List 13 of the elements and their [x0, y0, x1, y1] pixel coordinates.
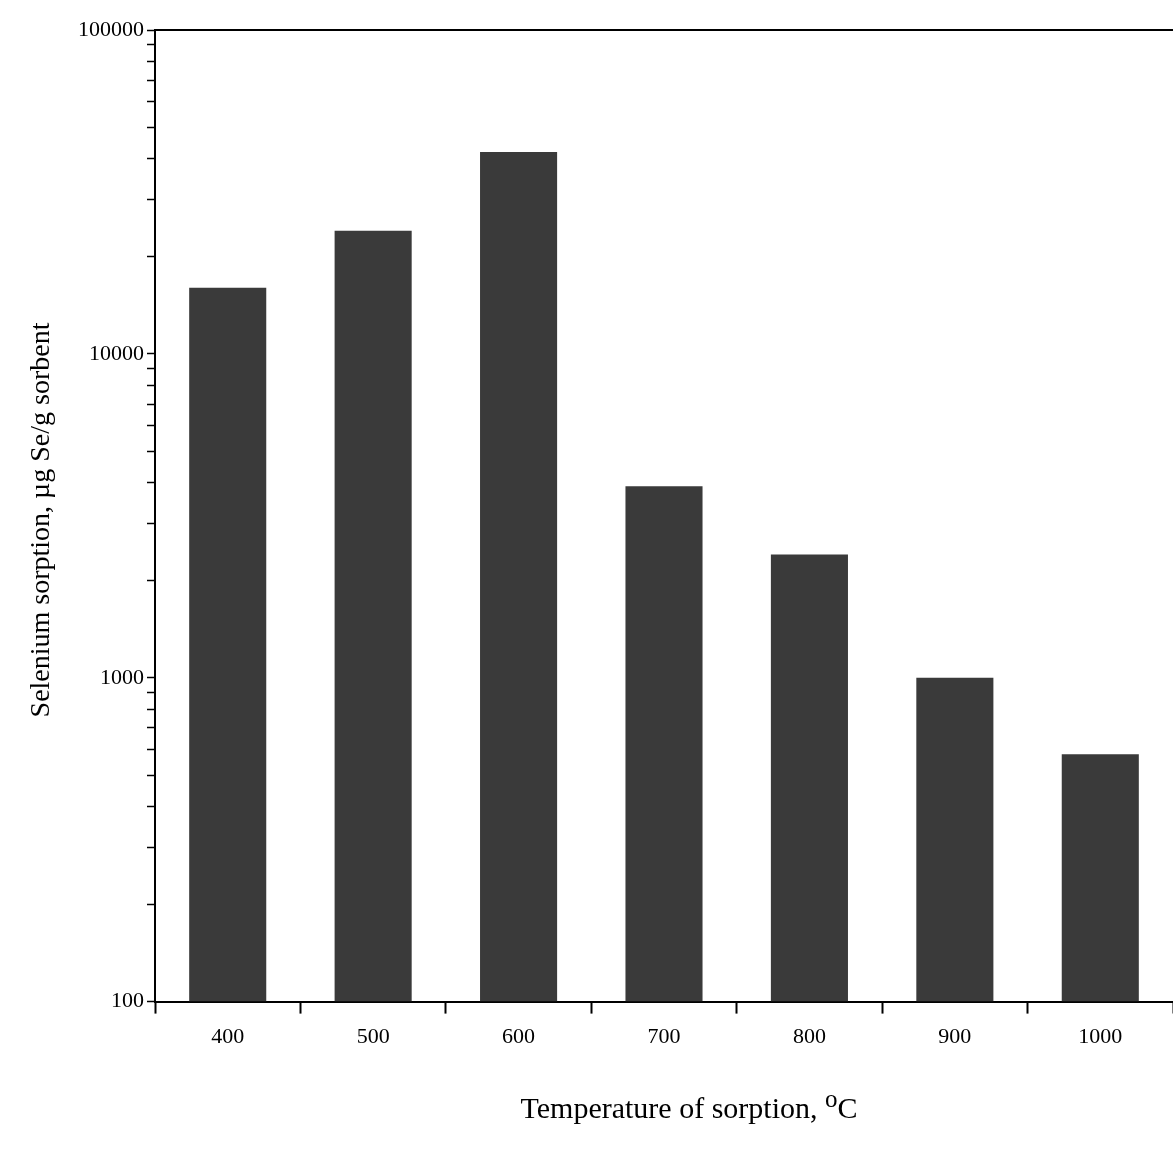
y-axis-title: Selenium sorption, µg Se/g sorbent — [24, 322, 56, 718]
y-tick-label: 100 — [111, 987, 144, 1013]
x-axis-title: Temperature of sorption, $^{o}$C — [519, 1085, 859, 1125]
x-tick-label: 500 — [356, 1022, 390, 1048]
x-tick-label: 1000 — [1078, 1022, 1123, 1048]
y-tick-label: 10000 — [89, 339, 144, 365]
y-tick-label: 1000 — [100, 663, 144, 689]
x-tick-label: 600 — [502, 1022, 536, 1048]
x-tick-label: 700 — [647, 1022, 681, 1048]
y-tick-label: 100000 — [78, 15, 144, 41]
x-tick-label: 800 — [792, 1022, 826, 1048]
x-tick-label: 400 — [211, 1022, 245, 1048]
x-tick-label: 900 — [938, 1022, 972, 1048]
